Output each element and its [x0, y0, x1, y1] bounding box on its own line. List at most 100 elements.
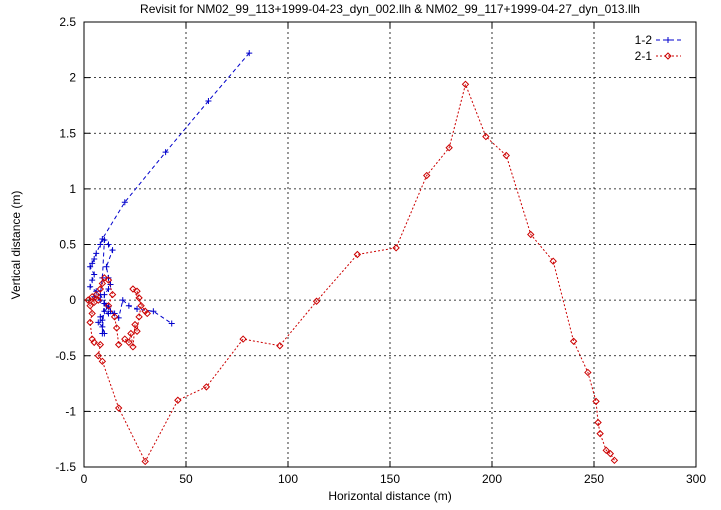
data-point: [103, 263, 110, 270]
data-point: [392, 244, 400, 252]
y-tick-label: 0.5: [59, 238, 76, 252]
y-tick-label: -1: [65, 404, 76, 418]
data-point: [105, 241, 112, 248]
data-point: [97, 241, 104, 248]
data-point: [88, 335, 96, 343]
data-point: [205, 97, 212, 104]
x-tick-label: 250: [584, 472, 604, 486]
data-point: [127, 329, 135, 338]
data-point: [96, 285, 105, 293]
data-point: [86, 301, 94, 310]
data-point: [109, 247, 116, 254]
data-point: [141, 307, 149, 315]
data-point: [461, 80, 470, 89]
legend-label: 2-1: [635, 49, 653, 63]
data-point: [134, 306, 141, 313]
data-point: [584, 368, 592, 377]
data-point: [114, 404, 123, 412]
x-axis-label: Horizontal distance (m): [328, 489, 451, 503]
x-tick-label: 50: [179, 472, 193, 486]
data-point: [610, 456, 619, 465]
data-point: [129, 285, 137, 293]
series-1: [84, 80, 619, 466]
y-tick-label: 2: [69, 71, 76, 85]
data-point: [99, 330, 106, 337]
data-point: [594, 418, 602, 427]
data-point: [99, 317, 106, 324]
plot-series: [84, 50, 619, 466]
data-point: [88, 309, 96, 318]
data-point: [202, 383, 211, 391]
data-point: [239, 335, 247, 343]
data-point: [527, 230, 535, 239]
x-tick-label: 200: [482, 472, 502, 486]
data-point: [87, 263, 94, 270]
data-point: [569, 337, 578, 345]
data-point: [246, 50, 253, 57]
data-point: [665, 37, 671, 43]
data-point: [135, 294, 143, 302]
y-tick-label: 2.5: [59, 15, 76, 29]
data-point: [105, 286, 112, 292]
data-point: [312, 297, 321, 305]
data-point: [101, 237, 108, 244]
x-tick-label: 150: [380, 472, 400, 486]
y-tick-label: 0: [69, 293, 76, 307]
data-point: [89, 277, 96, 284]
data-point: [93, 250, 100, 257]
data-point: [99, 323, 106, 330]
data-point: [94, 352, 102, 360]
data-point: [104, 276, 113, 284]
data-point: [101, 308, 108, 315]
data-point: [445, 144, 453, 152]
data-point: [91, 271, 98, 278]
data-point: [119, 297, 126, 304]
data-point: [276, 342, 284, 350]
data-point: [131, 320, 139, 329]
data-point: [107, 281, 114, 288]
data-point: [664, 52, 672, 60]
data-point: [602, 446, 610, 455]
data-point: [143, 309, 151, 318]
y-tick-label: 1.5: [59, 126, 76, 140]
data-point: [84, 296, 92, 304]
data-point: [482, 132, 490, 141]
series-line: [87, 82, 615, 463]
legend-label: 1-2: [635, 33, 653, 47]
data-point: [114, 340, 123, 349]
data-point: [423, 171, 431, 180]
chart-title: Revisit for NM02_99_113+1999-04-23_dyn_0…: [140, 2, 640, 16]
data-point: [125, 338, 133, 347]
data-point: [129, 343, 137, 351]
data-point: [86, 318, 94, 327]
data-point: [174, 396, 182, 404]
data-point: [100, 274, 109, 282]
x-tick-label: 0: [81, 472, 88, 486]
plot-frame: [83, 21, 697, 468]
data-point: [150, 308, 157, 315]
legend: 1-22-1: [635, 33, 681, 63]
series-line: [89, 52, 250, 334]
y-tick-label: -1.5: [55, 460, 76, 474]
x-tick-label: 300: [686, 472, 706, 486]
y-tick-label: 1: [69, 182, 76, 196]
y-tick-label: -0.5: [55, 349, 76, 363]
x-tick-label: 100: [278, 472, 298, 486]
data-point: [141, 457, 149, 466]
data-point: [133, 327, 141, 335]
data-point: [95, 319, 102, 326]
data-point: [103, 302, 110, 309]
data-point: [110, 313, 119, 321]
data-point: [596, 429, 604, 438]
data-point: [97, 313, 104, 320]
data-point: [137, 301, 145, 310]
data-point: [98, 357, 107, 366]
data-point: [112, 324, 121, 332]
data-point: [606, 449, 615, 458]
data-point: [121, 199, 128, 206]
data-point: [87, 283, 94, 290]
data-point: [98, 279, 107, 288]
data-point: [549, 257, 557, 265]
grid: [84, 22, 696, 467]
